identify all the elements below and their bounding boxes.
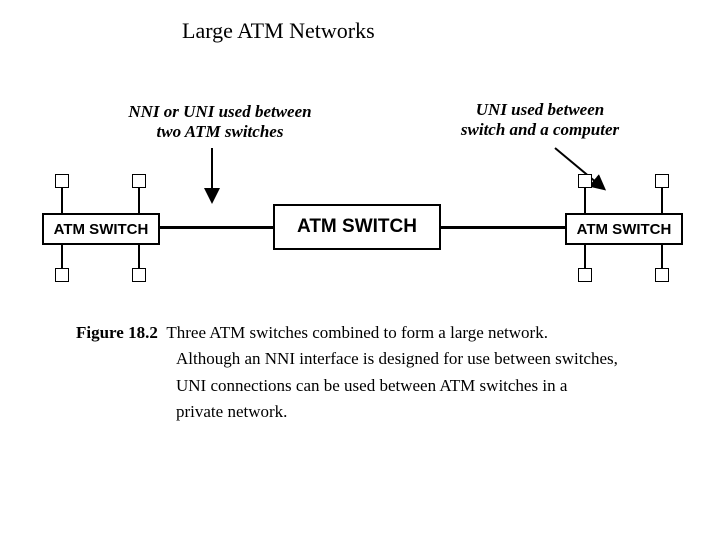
terminal-stub bbox=[661, 245, 663, 268]
figure-caption: Figure 18.2 Three ATM switches combined … bbox=[76, 320, 656, 425]
terminal-stub bbox=[661, 188, 663, 213]
caption-line: UNI connections can be used between ATM … bbox=[176, 373, 656, 399]
terminal-stub bbox=[138, 188, 140, 213]
terminal-stub bbox=[584, 245, 586, 268]
atm-switch-center: ATM SWITCH bbox=[273, 204, 441, 250]
arrow-nni-uni bbox=[0, 0, 720, 540]
terminal-stub bbox=[61, 188, 63, 213]
terminal-box bbox=[578, 174, 592, 188]
trunk-center-right bbox=[441, 226, 565, 229]
terminal-stub bbox=[138, 245, 140, 268]
caption-line: private network. bbox=[176, 399, 656, 425]
terminal-box bbox=[655, 268, 669, 282]
terminal-box bbox=[55, 268, 69, 282]
terminal-stub bbox=[584, 188, 586, 213]
caption-line: Although an NNI interface is designed fo… bbox=[176, 346, 656, 372]
terminal-stub bbox=[61, 245, 63, 268]
terminal-box bbox=[655, 174, 669, 188]
terminal-box bbox=[132, 268, 146, 282]
trunk-left-center bbox=[160, 226, 273, 229]
atm-switch-left: ATM SWITCH bbox=[42, 213, 160, 245]
figure-number: Figure 18.2 bbox=[76, 323, 158, 342]
atm-switch-right: ATM SWITCH bbox=[565, 213, 683, 245]
terminal-box bbox=[132, 174, 146, 188]
terminal-box bbox=[55, 174, 69, 188]
caption-line: Three ATM switches combined to form a la… bbox=[166, 323, 548, 342]
terminal-box bbox=[578, 268, 592, 282]
